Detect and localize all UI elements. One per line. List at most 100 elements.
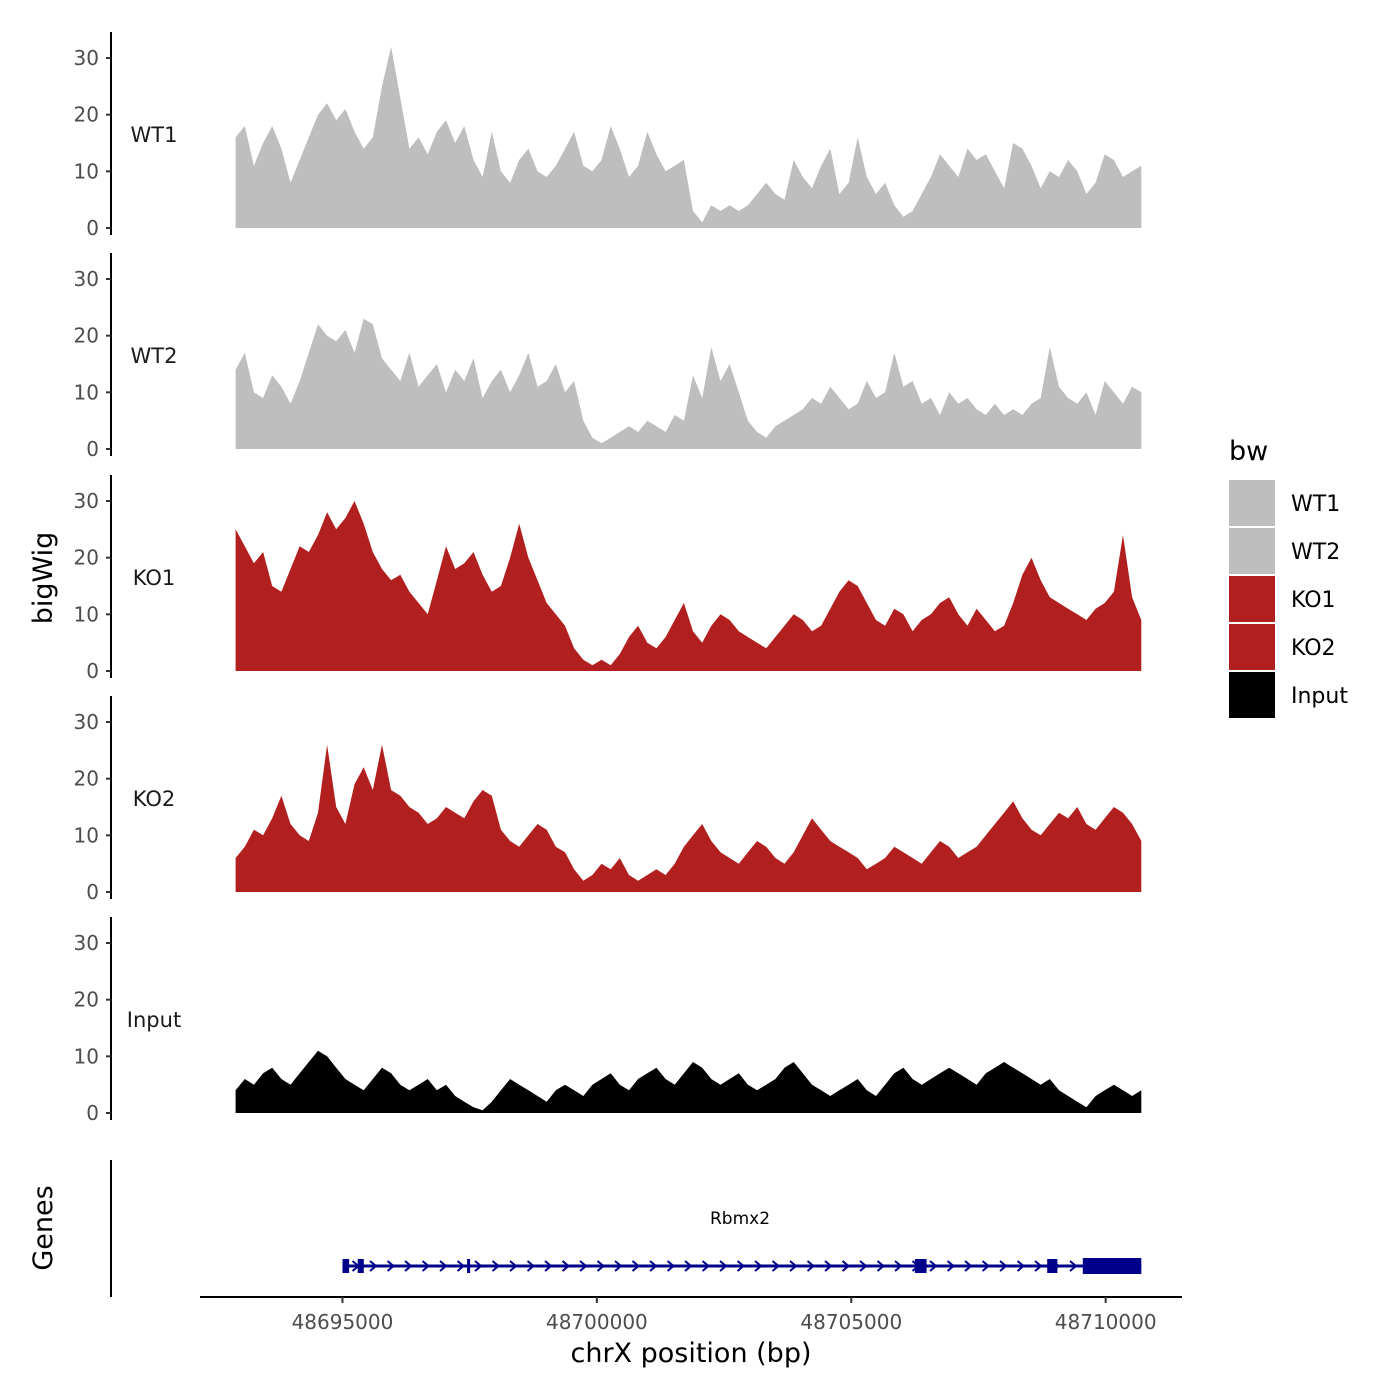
strand-arrow [859,1260,868,1272]
legend-swatch [1229,528,1275,574]
strand-arrow [824,1260,833,1272]
y-tick-label: 30 [74,46,99,70]
strand-arrow [789,1260,798,1272]
strand-arrow [841,1260,851,1272]
track-panel-ko2: 0 10 20 30 KO2 [74,696,1142,904]
gene-exon [1082,1258,1142,1274]
legend-swatch [1229,480,1275,526]
legend-item-input: Input [1229,672,1348,718]
legend-item-ko2: KO2 [1229,624,1336,670]
x-tick-label: 48700000 [546,1310,648,1334]
strand-arrow [526,1260,536,1272]
signal-area-wt2 [235,318,1142,449]
strand-arrow [754,1260,763,1272]
strand-arrow [439,1260,448,1272]
strand-arrow [369,1260,378,1272]
y-tick-label: 20 [74,103,99,127]
strand-arrow [999,1260,1008,1272]
strand-arrow [561,1260,571,1272]
track-label-wt1: WT1 [131,123,178,147]
strand-arrow [474,1260,483,1272]
signal-area-ko1 [235,501,1142,671]
y-tick-label: 30 [74,931,99,955]
legend: bw WT1 WT2 KO1 KO2 Input [1229,436,1348,718]
strand-arrow [719,1260,728,1272]
genes-axis-title: Genes [28,1185,59,1270]
strand-arrow [491,1260,501,1272]
x-axis: 48695000 48700000 48705000 48710000 chrX po… [200,1296,1182,1369]
strand-arrow [421,1260,431,1272]
track-panel-wt2: 0 10 20 30 WT2 [74,253,1142,461]
strand-arrow [456,1260,466,1272]
y-tick-label: 0 [86,1101,99,1125]
track-panel-ko1: 0 10 20 30 KO1 [74,475,1142,683]
strand-arrow [649,1260,658,1272]
y-tick-label: 10 [74,159,99,183]
y-tick-label: 0 [86,216,99,240]
track-panel-input: 0 10 20 30 Input [74,917,1142,1125]
legend-label: WT2 [1291,540,1340,565]
legend-label: Input [1291,684,1348,709]
gene-exon [1047,1259,1058,1273]
legend-label: KO2 [1291,636,1336,661]
gene-panel: Genes Rbmx2 [28,1160,1142,1297]
strand-arrow [666,1260,676,1272]
signal-area-ko2 [235,744,1142,892]
legend-swatch [1229,624,1275,670]
x-axis-ticks: 48695000 48700000 48705000 48710000 [292,1297,1157,1334]
strand-arrow [544,1260,553,1272]
y-tick-label: 0 [86,880,99,904]
y-tick-label: 20 [74,546,99,570]
track-panels: 0 10 20 30 WT1 0 10 20 30 WT2 0 10 20 30 KO1 0 10 20 30 KO2… [74,32,1142,1125]
legend-item-wt1: WT1 [1229,480,1340,526]
gene-exon [467,1259,471,1273]
track-label-ko2: KO2 [133,787,176,811]
y-axis-title: bigWig [28,532,59,625]
strand-arrow [946,1260,956,1272]
legend-title: bw [1229,436,1268,467]
strand-arrow [631,1260,641,1272]
y-tick-label: 10 [74,823,99,847]
signal-area-wt1 [235,46,1142,229]
strand-arrow [876,1260,886,1272]
legend-swatch [1229,672,1275,718]
strand-arrow [1034,1260,1043,1272]
strand-arrow [1016,1260,1026,1272]
legend-label: WT1 [1291,492,1340,517]
strand-arrow [736,1260,746,1272]
gene-exon [357,1259,364,1273]
strand-arrow [684,1260,693,1272]
strand-arrow [981,1260,991,1272]
track-label-input: Input [127,1008,181,1032]
strand-arrow [579,1260,588,1272]
signal-area-input [235,1050,1142,1113]
gene-model [342,1258,1142,1274]
y-tick-label: 20 [74,324,99,348]
strand-arrow [1069,1260,1078,1272]
legend-item-wt2: WT2 [1229,528,1340,574]
y-tick-label: 10 [74,1044,99,1068]
x-tick-label: 48710000 [1055,1310,1157,1334]
strand-arrow [596,1260,606,1272]
y-tick-label: 20 [74,988,99,1012]
gene-exon [342,1259,350,1273]
y-tick-label: 20 [74,767,99,791]
legend-items: WT1 WT2 KO1 KO2 Input [1229,480,1348,718]
strand-arrow [509,1260,518,1272]
strand-arrow [404,1260,413,1272]
legend-label: KO1 [1291,588,1336,613]
gene-name-label: Rbmx2 [710,1209,770,1229]
strand-arrow [701,1260,711,1272]
legend-item-ko1: KO1 [1229,576,1336,622]
track-panel-wt1: 0 10 20 30 WT1 [74,32,1142,240]
x-axis-title: chrX position (bp) [570,1338,811,1369]
track-label-wt2: WT2 [131,344,178,368]
strand-arrow [614,1260,623,1272]
strand-arrow [894,1260,903,1272]
y-tick-label: 0 [86,659,99,683]
strand-arrow [386,1260,396,1272]
y-tick-label: 30 [74,710,99,734]
y-tick-label: 10 [74,380,99,404]
y-tick-label: 10 [74,602,99,626]
